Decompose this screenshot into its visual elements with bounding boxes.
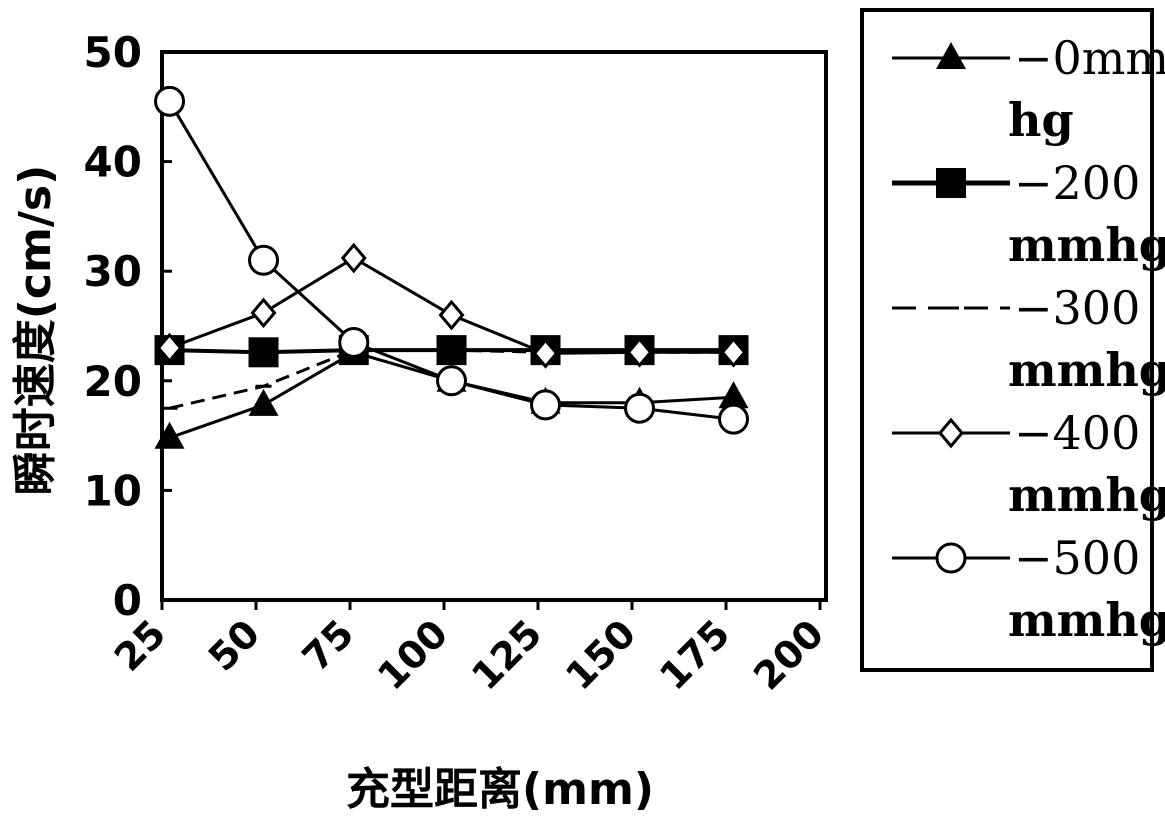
legend-marker-2 [936,168,966,198]
series-5-point [718,403,750,435]
legend-label-3: −300 [1014,281,1140,335]
legend-label-4-unit: mmhg [1008,468,1165,522]
legend-marker-4 [938,417,964,449]
series-5-point [154,85,186,117]
legend-box [860,8,1154,672]
series-5-point [338,326,370,358]
legend-label-4: −400 [1014,406,1140,460]
series-4-point [438,299,465,331]
x-tick-label: 50 [200,611,269,680]
legend-label-3-unit: mmhg [1008,343,1165,397]
x-axis-ticks: 25 50 75 100 125 150 175 200 [106,600,832,698]
series-1-point [248,388,279,416]
legend-label-2: −200 [1014,156,1140,210]
series-5-point [436,365,468,397]
x-axis-title: 充型距离(mm) [346,764,654,815]
y-tick-label: 20 [84,357,142,406]
legend-label-1-unit: hg [1008,93,1074,147]
x-tick-label: 125 [463,611,550,698]
y-tick-label: 30 [84,247,142,296]
legend-marker-5 [935,542,967,574]
series-4-point [626,336,653,368]
series-1-point [154,421,185,449]
legend-label-2-unit: mmhg [1008,218,1165,272]
y-tick-label: 0 [113,576,142,625]
series-5-point [248,244,280,276]
series-4-point [156,332,183,364]
plot-frame [160,50,828,602]
y-axis-ticks: 0 10 20 30 40 50 [84,28,172,625]
x-tick-label: 100 [369,611,456,698]
series-4-point [532,338,559,369]
series-5-point [530,389,562,421]
y-tick-label: 10 [84,466,142,515]
series-5-point [624,392,656,424]
series-4-point [720,336,747,368]
x-tick-label: 200 [745,611,832,698]
y-axis-title: 瞬时速度(cm/s) [10,165,61,495]
x-tick-label: 75 [294,611,363,680]
legend: −0mm hg −200 mmhg −300 mmhg −400 mmhg −500 mmhg [892,31,1165,647]
y-tick-label: 40 [84,138,142,187]
legend-marker-1 [936,42,966,69]
x-tick-label: 150 [557,611,644,698]
series-4-point [340,242,367,274]
legend-label-1: −0mm [1014,31,1165,85]
series-1-point [718,381,749,409]
y-tick-label: 50 [84,28,142,77]
series-4-point [250,297,277,329]
legend-label-5: −500 [1014,531,1140,585]
x-tick-label: 175 [651,611,738,698]
series-layer [154,85,750,449]
legend-label-5-unit: mmhg [1008,593,1165,647]
series-2-point [248,337,279,368]
